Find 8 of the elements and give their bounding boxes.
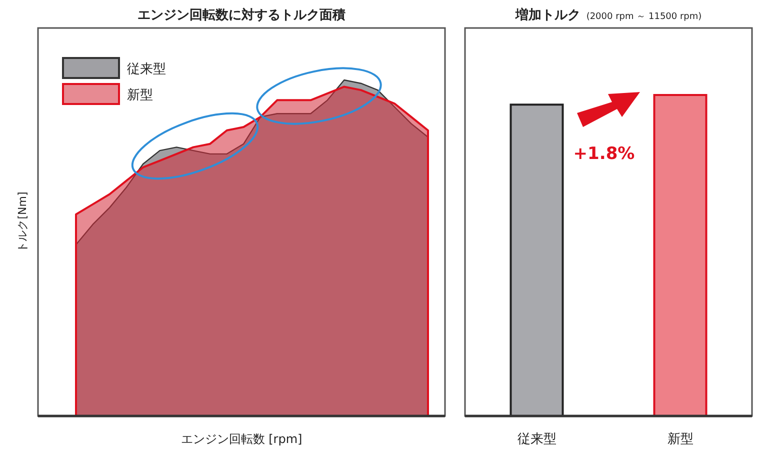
- chart-title: 増加トルク: [514, 7, 580, 23]
- x-axis-title: エンジン回転数 [rpm]: [180, 432, 302, 446]
- chart-subtitle: (2000 rpm ～ 11500 rpm): [586, 12, 702, 22]
- y-axis-title: トルク[Nm]: [16, 192, 29, 252]
- annotation: +1.8%: [573, 144, 635, 164]
- legend-label: 新型: [127, 88, 153, 103]
- chart-title: エンジン回転数に対するトルク面積: [138, 7, 346, 23]
- legend-label: 従来型: [127, 62, 166, 77]
